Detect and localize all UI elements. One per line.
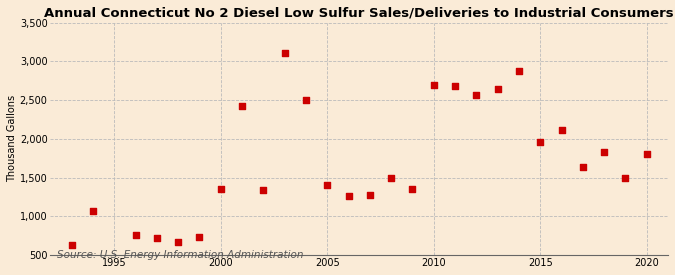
- Point: [279, 51, 290, 55]
- Point: [450, 84, 460, 88]
- Point: [173, 240, 184, 244]
- Point: [620, 176, 631, 181]
- Point: [322, 183, 333, 188]
- Point: [215, 187, 226, 191]
- Point: [641, 152, 652, 156]
- Point: [556, 127, 567, 132]
- Point: [343, 194, 354, 199]
- Text: Source: U.S. Energy Information Administration: Source: U.S. Energy Information Administ…: [57, 250, 303, 260]
- Point: [599, 150, 610, 154]
- Point: [386, 175, 397, 180]
- Point: [130, 233, 141, 237]
- Point: [88, 209, 99, 213]
- Point: [535, 140, 545, 144]
- Point: [66, 243, 77, 248]
- Point: [577, 165, 588, 169]
- Point: [407, 187, 418, 191]
- Point: [514, 69, 524, 74]
- Point: [258, 188, 269, 192]
- Point: [429, 82, 439, 87]
- Point: [194, 235, 205, 240]
- Point: [471, 93, 482, 98]
- Point: [151, 236, 162, 240]
- Point: [364, 192, 375, 197]
- Y-axis label: Thousand Gallons: Thousand Gallons: [7, 95, 17, 182]
- Title: Annual Connecticut No 2 Diesel Low Sulfur Sales/Deliveries to Industrial Consume: Annual Connecticut No 2 Diesel Low Sulfu…: [45, 7, 674, 20]
- Point: [237, 104, 248, 109]
- Point: [492, 87, 503, 91]
- Point: [300, 98, 311, 102]
